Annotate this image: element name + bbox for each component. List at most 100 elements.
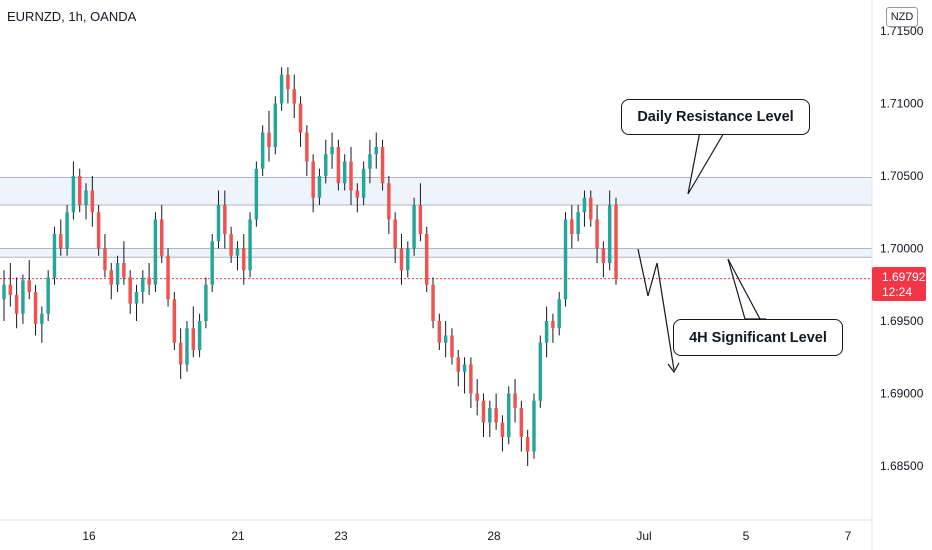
price-tick-label: 1.70000 [880, 242, 924, 256]
candle [424, 226, 429, 292]
candle [570, 205, 574, 249]
candle [229, 226, 233, 263]
candle [210, 234, 214, 292]
candle [595, 205, 599, 263]
candle [141, 270, 145, 304]
time-axis: 16 21 23 28 Jul 5 7 [82, 529, 851, 543]
zone-band-0 [0, 177, 872, 205]
daily-resistance-label: Daily Resistance Level [637, 109, 794, 125]
candle [172, 292, 177, 350]
candle [336, 139, 341, 191]
time-tick-label: Jul [636, 529, 651, 543]
candle [147, 263, 151, 295]
price-tick-label: 1.69000 [880, 387, 924, 401]
candle [462, 357, 467, 394]
candle [273, 96, 278, 155]
candle [235, 241, 240, 271]
candle [607, 190, 612, 271]
candle [544, 306, 549, 358]
candle [166, 248, 170, 307]
candle [342, 154, 347, 191]
candle [582, 190, 587, 227]
candle [248, 212, 252, 278]
candle [418, 183, 423, 242]
candle [279, 67, 284, 111]
candle [77, 168, 82, 213]
candle [614, 197, 618, 285]
price-tick-label: 1.70500 [880, 169, 924, 183]
candle [59, 219, 63, 256]
h4-callout-pointer [727, 258, 766, 320]
currency-badge[interactable]: NZD [886, 7, 918, 27]
h4-significant-callout[interactable]: 4H Significant Level [673, 319, 843, 356]
candle [2, 270, 6, 321]
candle [380, 139, 385, 191]
candle [431, 277, 435, 329]
daily-resistance-callout[interactable]: Daily Resistance Level [621, 99, 810, 135]
level-zones [0, 176, 872, 258]
candle [557, 292, 561, 336]
candle [115, 255, 120, 292]
candle [437, 313, 442, 350]
price-tick-label: 1.71500 [880, 24, 924, 38]
candle [488, 400, 492, 437]
candle [525, 429, 530, 466]
candle [406, 241, 410, 278]
candle [65, 205, 69, 256]
candle [538, 335, 543, 408]
candle [84, 183, 88, 220]
candle [601, 241, 606, 278]
candle [563, 212, 568, 307]
time-tick-label: 7 [845, 529, 852, 543]
zone-band-1 [0, 248, 872, 258]
candle [103, 234, 107, 278]
candle [349, 147, 353, 205]
candle [40, 306, 44, 343]
candle [159, 205, 164, 263]
candle [311, 154, 315, 213]
candle [475, 379, 479, 416]
candlestick-series [2, 67, 618, 466]
candle [286, 67, 290, 104]
candle [96, 205, 101, 256]
time-tick-label: 28 [487, 529, 501, 543]
candle [469, 357, 473, 408]
candle [374, 132, 378, 169]
candle [134, 284, 139, 321]
h4-significant-label: 4H Significant Level [689, 329, 827, 346]
candle [254, 161, 259, 227]
time-tick-label: 16 [82, 529, 96, 543]
time-tick-label: 5 [743, 529, 750, 543]
candle [393, 212, 397, 263]
candle [355, 183, 360, 213]
price-axis: 1.71500 1.71000 1.70500 1.70000 1.69500 1.690… [880, 24, 924, 473]
price-tick-label: 1.71000 [880, 97, 924, 111]
candle [500, 415, 505, 452]
candle [532, 393, 536, 459]
candle [450, 328, 454, 365]
candle [267, 110, 271, 162]
candle [481, 393, 486, 437]
candle [128, 270, 132, 314]
candle [368, 139, 372, 184]
candle [330, 132, 334, 169]
candle [324, 139, 328, 184]
candle [519, 400, 524, 452]
candle [122, 241, 126, 285]
bar-countdown: 12:24 [882, 285, 913, 299]
candle [317, 168, 322, 205]
candle [361, 161, 366, 205]
candle [589, 190, 593, 227]
candle [90, 176, 95, 227]
candle [46, 270, 50, 321]
candle [109, 263, 113, 300]
candle [305, 125, 309, 176]
candle [71, 161, 76, 220]
candle [513, 379, 517, 423]
projection-arrow [637, 248, 680, 374]
chart-title: EURNZD, 1h, OANDA [7, 9, 137, 24]
candle [27, 260, 31, 300]
candle [33, 284, 38, 336]
candle [216, 190, 221, 249]
